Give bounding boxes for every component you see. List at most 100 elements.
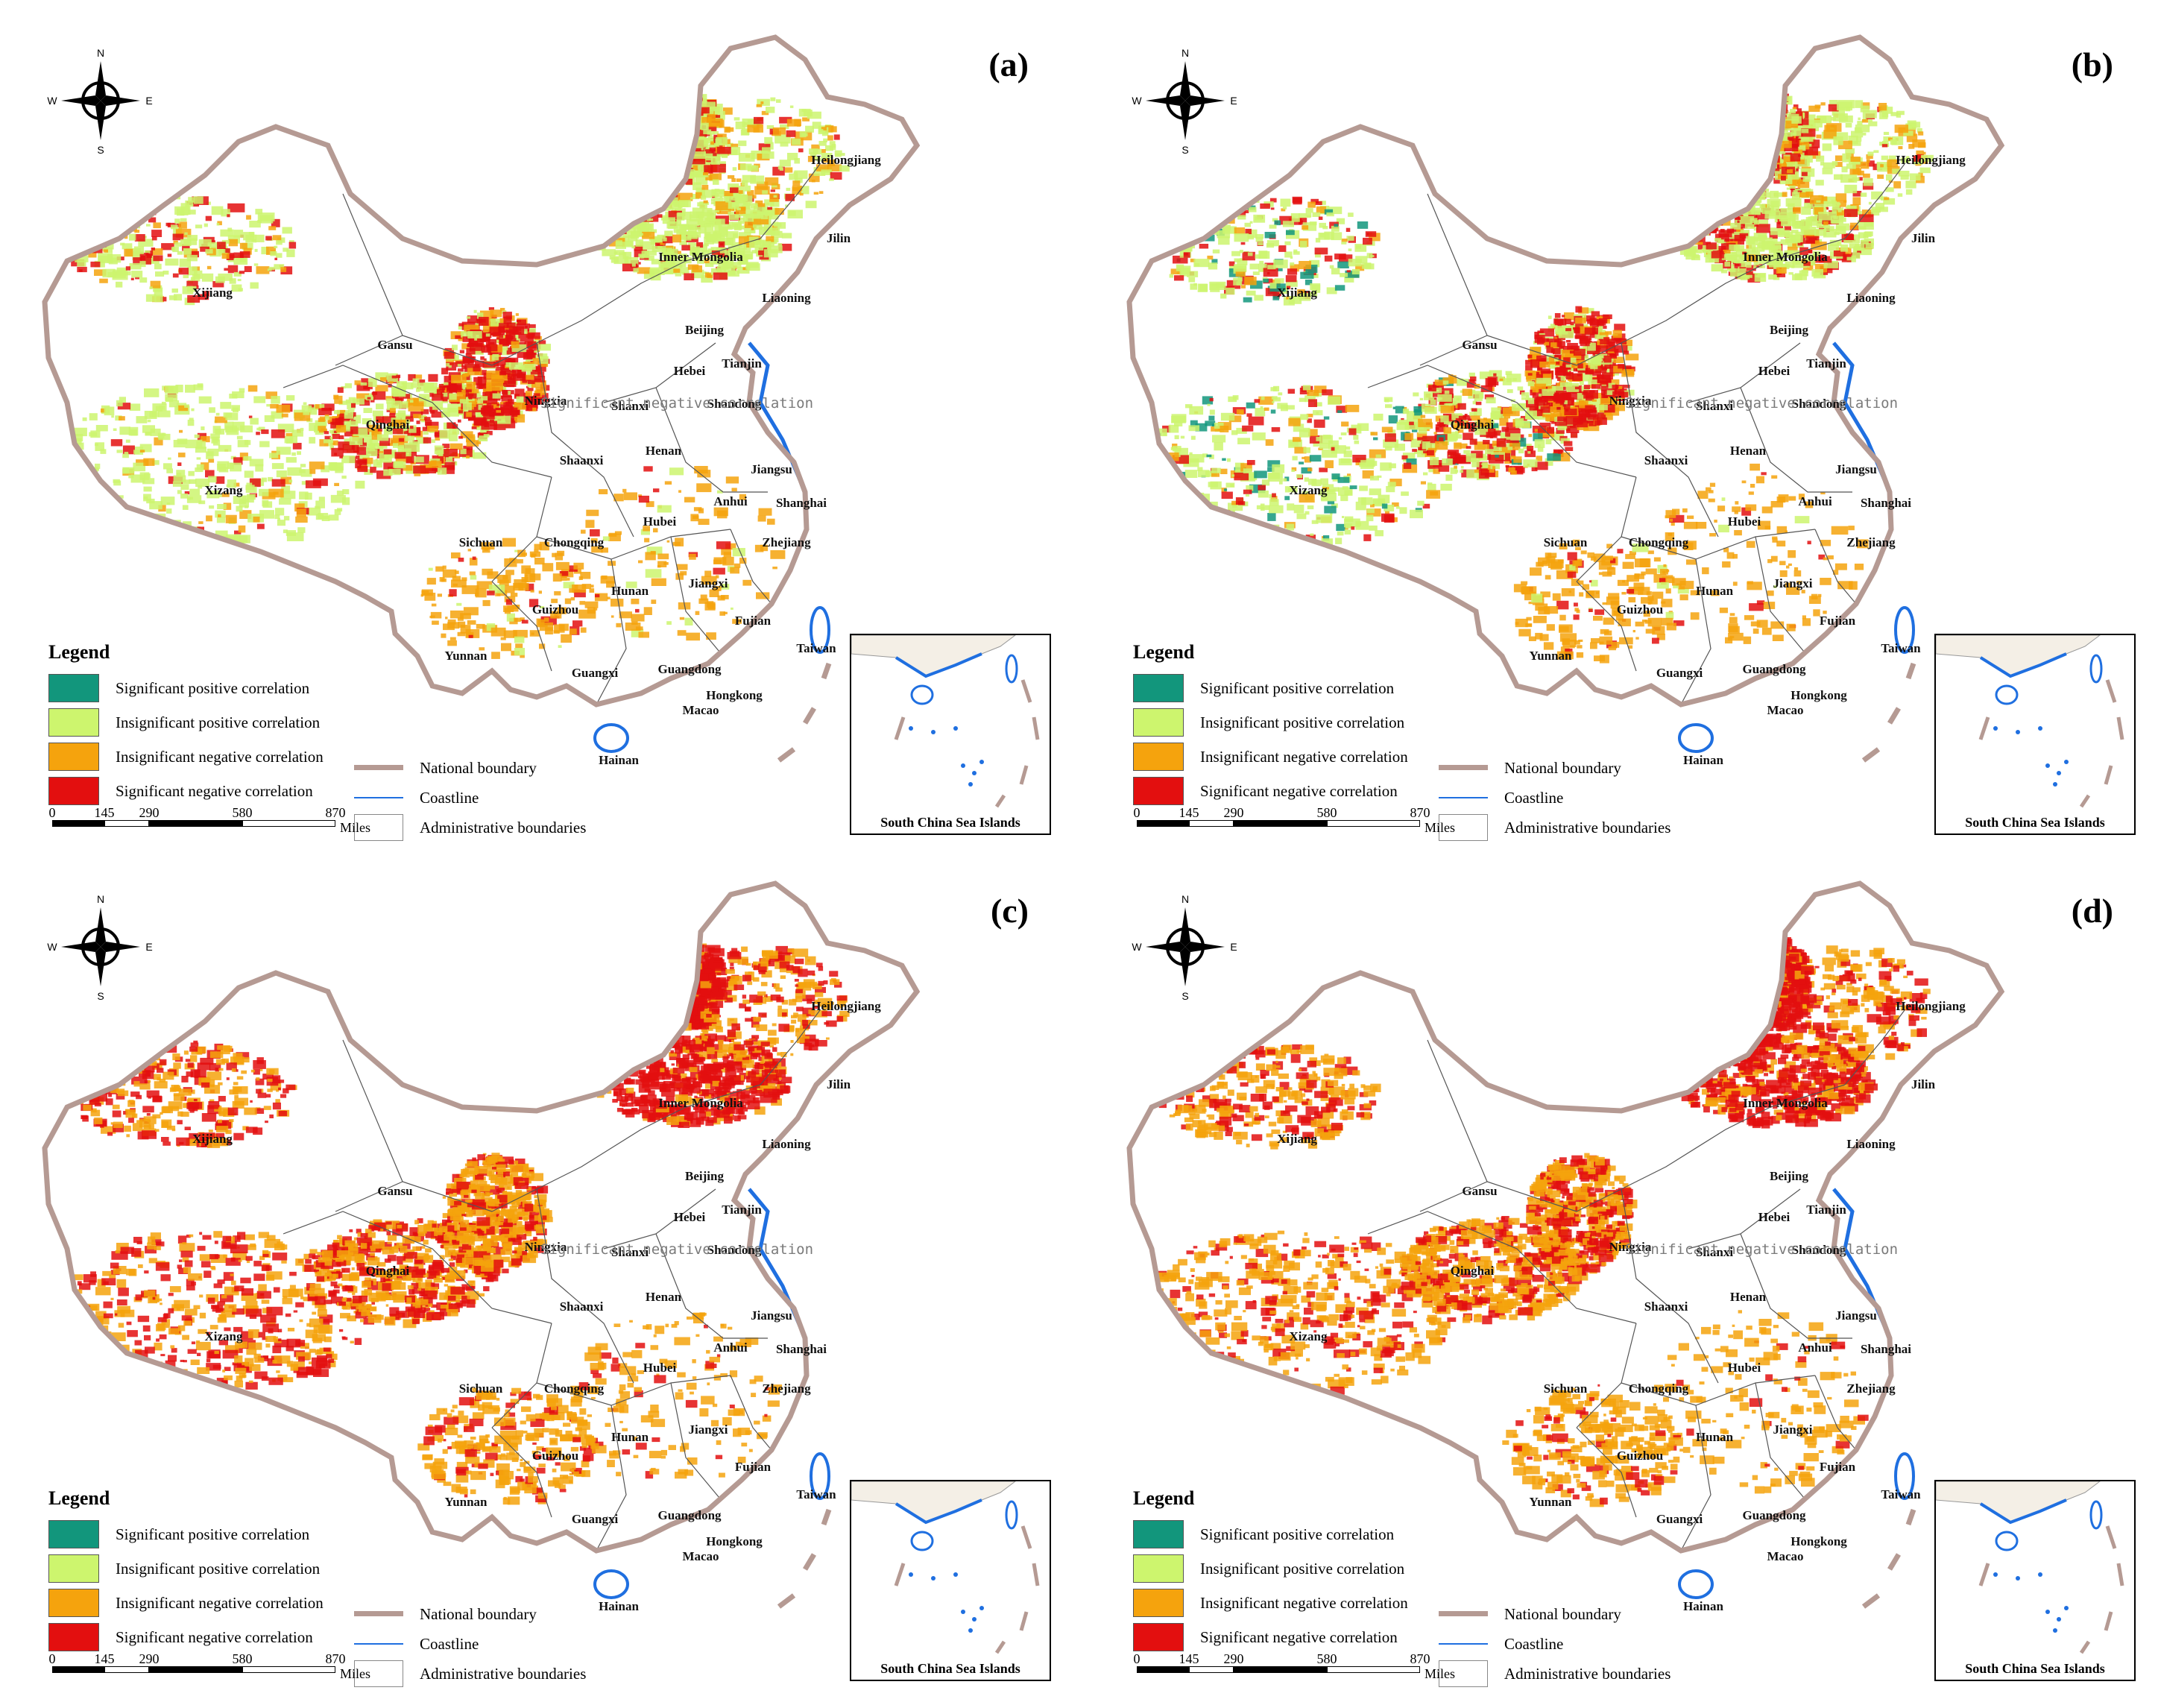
raster-cell (60, 456, 63, 460)
raster-cell (1613, 365, 1623, 373)
raster-cell (144, 388, 160, 397)
raster-cell (130, 277, 134, 280)
raster-cell (679, 113, 684, 118)
raster-cell (66, 458, 75, 464)
raster-cell (663, 154, 670, 160)
raster-cell (772, 237, 779, 243)
raster-cell (649, 195, 654, 198)
raster-cell (1474, 426, 1489, 435)
raster-cell (1188, 277, 1196, 283)
raster-cell (669, 253, 674, 259)
raster-cell (726, 265, 732, 269)
raster-cell (640, 529, 650, 535)
raster-cell (1207, 255, 1214, 260)
raster-cell (1255, 254, 1261, 259)
raster-cell (108, 218, 119, 227)
raster-cell (561, 634, 572, 643)
raster-cell (185, 385, 195, 393)
raster-cell (1304, 511, 1310, 515)
raster-cell (493, 361, 499, 367)
raster-cell (1760, 195, 1766, 201)
raster-cell (1692, 209, 1702, 216)
raster-cell (1540, 406, 1550, 413)
raster-cell (198, 294, 209, 300)
raster-cell (665, 136, 672, 141)
raster-cell (1691, 255, 1700, 261)
raster-cell (179, 258, 191, 268)
raster-cell (1185, 404, 1193, 409)
raster-cell (257, 212, 275, 221)
raster-cell (111, 225, 115, 229)
raster-cell (1417, 452, 1426, 458)
raster-cell (227, 203, 245, 212)
raster-cell (1403, 462, 1412, 469)
raster-cell (664, 230, 673, 237)
raster-cell (606, 215, 614, 222)
raster-cell (628, 207, 637, 211)
raster-cell (124, 248, 133, 257)
raster-cell (163, 463, 172, 470)
raster-cell (101, 408, 106, 413)
raster-cell (769, 193, 779, 202)
raster-cell (735, 242, 742, 248)
raster-cell (1784, 231, 1793, 237)
raster-cell (383, 469, 393, 476)
raster-cell (684, 497, 695, 502)
raster-cell (475, 588, 487, 598)
raster-cell (318, 408, 332, 415)
raster-cell (534, 376, 546, 382)
raster-cell (161, 401, 166, 405)
raster-cell (716, 541, 731, 549)
raster-cell (1791, 256, 1796, 262)
raster-cell (1316, 436, 1322, 441)
raster-cell (1319, 222, 1326, 228)
raster-cell (1254, 399, 1261, 403)
raster-cell (1614, 324, 1626, 331)
raster-cell (686, 219, 699, 227)
raster-cell (1293, 505, 1304, 514)
raster-cell (1608, 382, 1615, 388)
province-label: Hainan (599, 753, 639, 767)
raster-cell (651, 245, 663, 253)
raster-cell (766, 236, 774, 242)
china-map (1126, 34, 2005, 763)
raster-cell (703, 153, 713, 161)
raster-cell (816, 164, 829, 171)
raster-cell (1322, 487, 1329, 491)
raster-cell (89, 432, 98, 437)
raster-cell (1293, 437, 1302, 442)
raster-cell (1201, 223, 1206, 227)
raster-cell (607, 596, 611, 599)
raster-cell (1745, 188, 1755, 194)
compass-w-label: W (47, 95, 57, 107)
raster-cell (678, 151, 684, 154)
raster-cell (653, 126, 660, 131)
raster-cell (1597, 412, 1606, 420)
raster-cell (1753, 200, 1761, 207)
raster-cell (146, 253, 152, 258)
raster-cell (129, 262, 142, 270)
raster-cell (1324, 255, 1333, 262)
raster-cell (175, 385, 183, 393)
raster-cell (470, 575, 477, 580)
raster-cell (719, 229, 728, 238)
raster-cell (1830, 215, 1843, 224)
raster-cell (1265, 439, 1274, 446)
province-label: Xijiang (192, 286, 233, 300)
raster-cell (206, 490, 220, 499)
raster-cell (301, 405, 312, 413)
raster-cell (1486, 432, 1498, 438)
raster-cell (751, 227, 754, 230)
raster-cell (1180, 435, 1185, 439)
raster-cell (329, 429, 335, 434)
raster-cell (673, 163, 679, 168)
raster-cell (670, 113, 679, 122)
raster-cell (1585, 405, 1596, 413)
raster-cell (107, 271, 117, 277)
raster-cell (1180, 495, 1194, 503)
raster-cell (485, 333, 490, 337)
raster-cell (656, 199, 663, 206)
raster-cell (722, 257, 734, 265)
raster-cell (1545, 412, 1555, 422)
raster-cell (377, 429, 382, 432)
